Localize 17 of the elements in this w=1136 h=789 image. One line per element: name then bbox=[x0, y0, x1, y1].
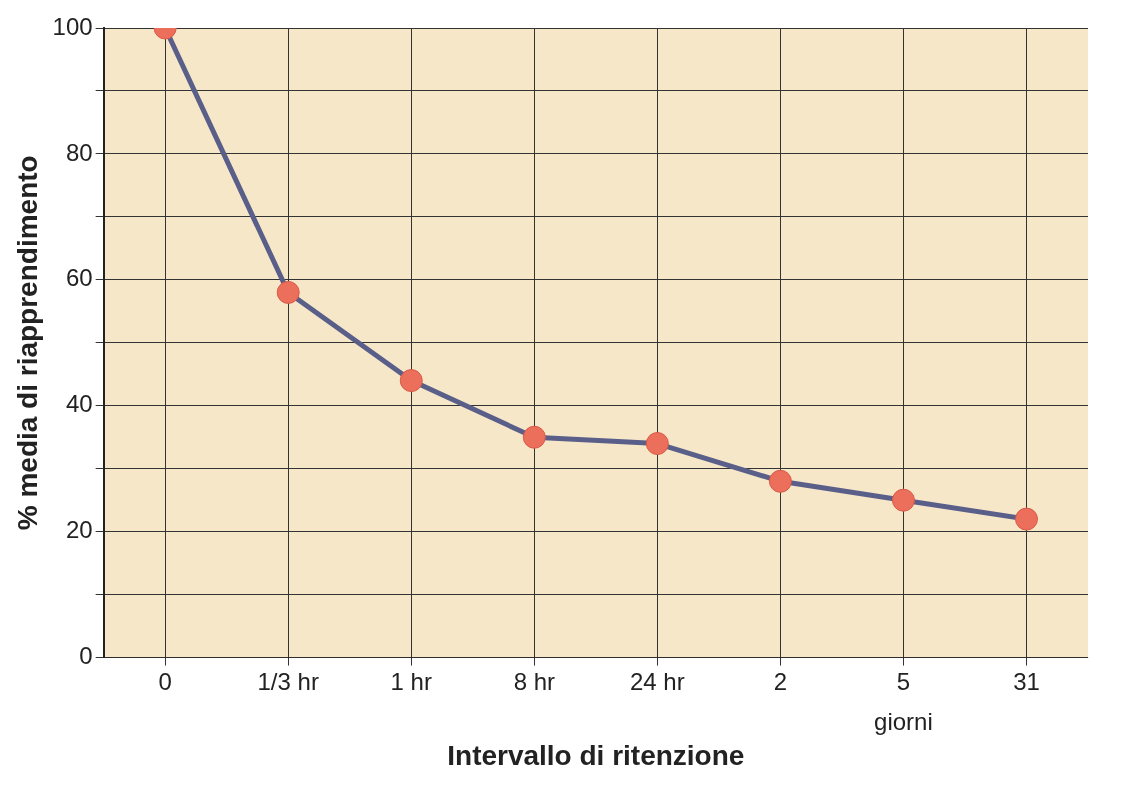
x-axis-title: Intervallo di ritenzione bbox=[447, 739, 745, 771]
y-tick-label: 40 bbox=[65, 390, 93, 418]
x-tick-label: 0 bbox=[158, 667, 172, 695]
x-tick-label: 24 hr bbox=[629, 667, 685, 695]
y-tick-label: 0 bbox=[79, 642, 93, 670]
x-tick-label: 31 bbox=[1013, 667, 1040, 695]
text: giorni bbox=[874, 707, 933, 735]
x-tick-label: 2 bbox=[773, 667, 788, 695]
y-tick-label: 100 bbox=[52, 12, 93, 40]
y-tick-label: 60 bbox=[65, 264, 93, 292]
y-tick-label: 20 bbox=[65, 516, 93, 544]
x-tick-label: 5 bbox=[896, 667, 911, 695]
x-tick-label: 8 hr bbox=[513, 667, 555, 695]
x-tick-label: 1/3 hr bbox=[257, 667, 319, 695]
y-axis-title: % media di riapprendimento bbox=[11, 155, 43, 531]
x-tick-label: 1 hr bbox=[390, 667, 432, 695]
y-tick-label: 80 bbox=[65, 138, 93, 166]
